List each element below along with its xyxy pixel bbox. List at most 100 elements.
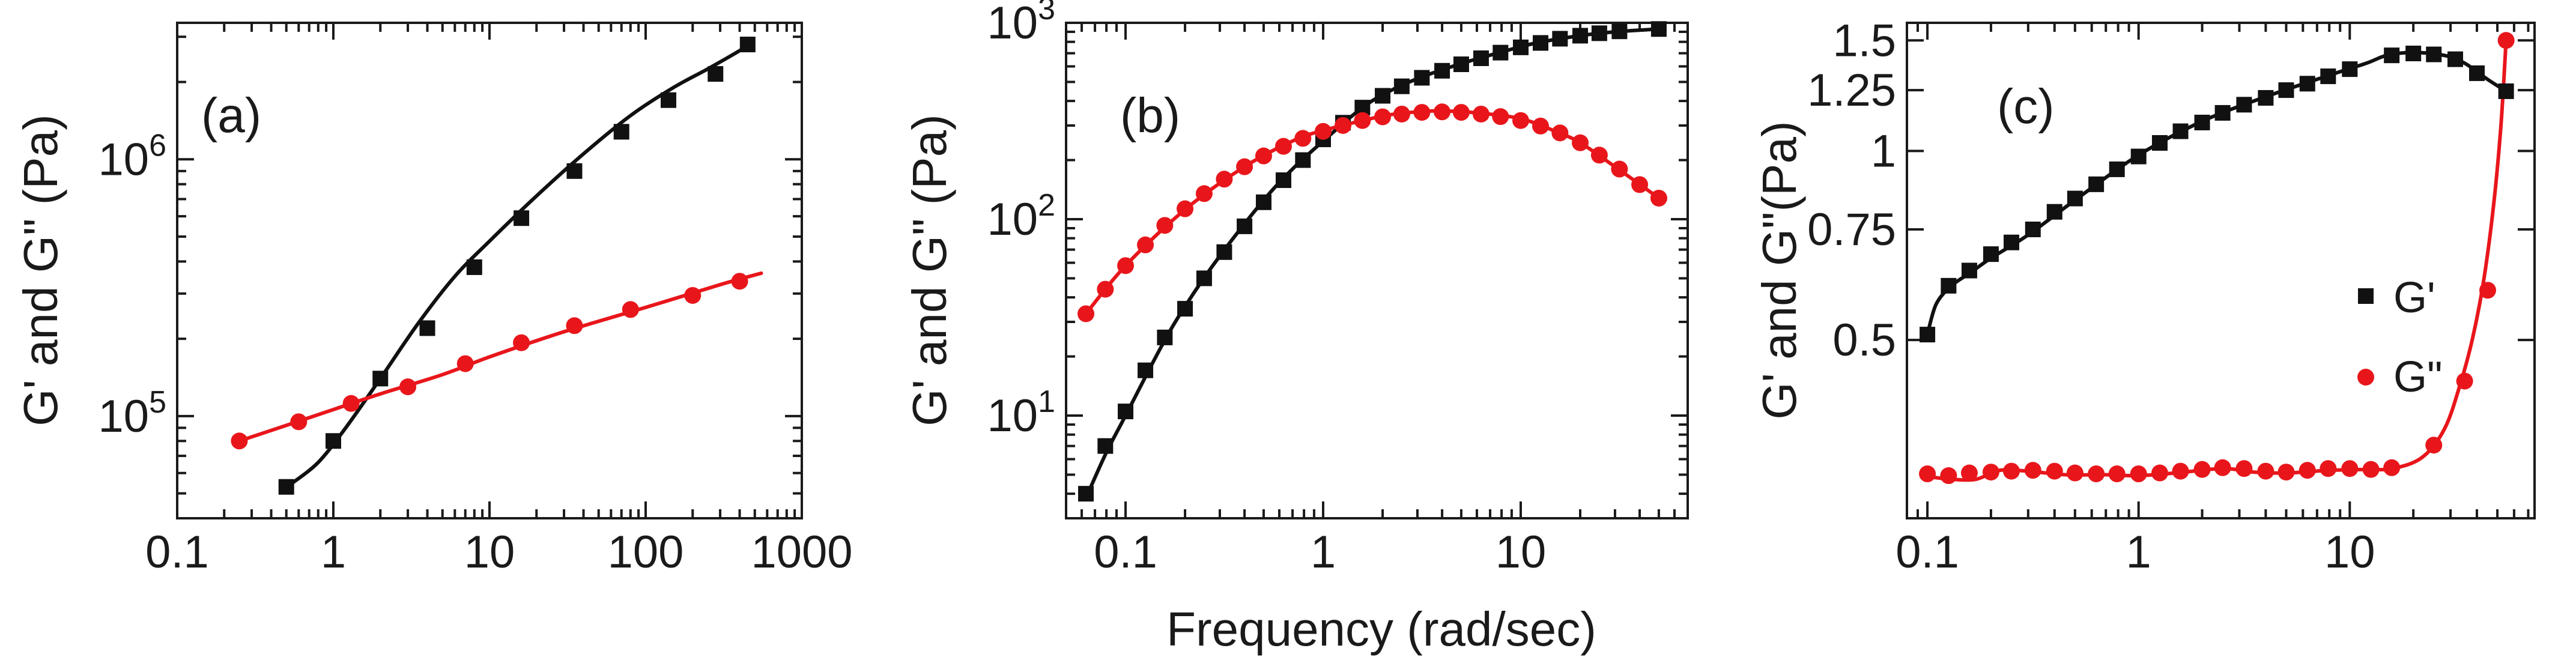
y-axis-label: G' and G" (Pa)	[14, 114, 67, 426]
g-prime-point	[1414, 70, 1430, 86]
g-prime-point	[1572, 28, 1589, 44]
legend-marker-g-double-prime	[2357, 369, 2374, 386]
x-tick-label: 10	[2324, 527, 2375, 578]
g-prime-point	[1393, 78, 1410, 94]
g-double-prime-point	[1512, 112, 1529, 129]
g-prime-point	[2426, 46, 2442, 62]
y-tick-label: 1	[1871, 126, 1896, 177]
g-prime-point	[1473, 50, 1489, 67]
g-prime-point	[2067, 190, 2083, 207]
g-prime-point	[1118, 404, 1134, 420]
panel-label: (c)	[1997, 79, 2055, 134]
x-axis-label: Frequency (rad/sec)	[1166, 602, 1596, 656]
g-double-prime-point	[399, 378, 417, 396]
panel-b: (b) G' and G" (Pa) Frequency (rad/sec) 0…	[903, 0, 1689, 656]
g-double-prime-point	[2172, 462, 2189, 480]
g-double-prime-point	[2362, 461, 2380, 478]
g-double-prime-point	[1274, 138, 1292, 155]
g-prime-point	[2236, 97, 2252, 113]
g-double-prime-point	[731, 273, 748, 290]
x-tick-label: 0.1	[145, 527, 209, 578]
g-prime-point	[1275, 172, 1291, 189]
g-prime-point	[1255, 194, 1271, 210]
g-prime-point	[2405, 46, 2422, 62]
g-double-prime-point	[2497, 32, 2515, 49]
legend-marker-g-prime	[2358, 288, 2374, 304]
g-double-prime-point	[2235, 460, 2253, 477]
panel-label: (b)	[1120, 88, 1180, 143]
g-prime-point	[1196, 270, 1212, 286]
g-double-prime-point	[2193, 461, 2211, 478]
g-double-prime-point	[2151, 464, 2168, 482]
g-double-prime-point	[1255, 147, 1272, 165]
g-prime-point	[1295, 152, 1311, 168]
x-tick-label: 1	[1311, 527, 1336, 578]
g-prime-fit-line	[291, 43, 750, 485]
g-double-prime-point	[1335, 117, 1352, 134]
g-prime-point	[1177, 301, 1193, 317]
panel-label: (a)	[201, 88, 261, 143]
legend-label-g-prime: G'	[2393, 274, 2435, 322]
x-tick-label: 1	[321, 527, 346, 578]
x-tick-label: 0.1	[1094, 527, 1157, 578]
g-prime-point	[1650, 21, 1667, 37]
g-prime-point	[1941, 277, 1957, 294]
g-prime-point	[1138, 362, 1154, 378]
g-prime-point	[1216, 244, 1232, 260]
g-prime-point	[1078, 486, 1094, 502]
g-prime-point	[326, 433, 341, 449]
g-double-prime-point	[2002, 462, 2020, 480]
g-double-prime-point	[2024, 462, 2041, 479]
legend-label-g-double-prime: G"	[2393, 353, 2443, 401]
g-double-prime-point	[1195, 185, 1213, 202]
g-double-prime-point	[1097, 280, 1114, 298]
g-double-prime-point	[1117, 257, 1135, 274]
g-prime-point	[2194, 115, 2210, 131]
y-tick-label: 101	[987, 384, 1055, 441]
g-prime-point	[739, 37, 756, 53]
g-double-prime-point	[2383, 459, 2401, 476]
g-double-prime-point	[1650, 189, 1667, 207]
x-tick-label: 1	[2126, 527, 2151, 578]
g-double-prime-point	[1492, 108, 1509, 126]
g-double-prime-point	[1393, 105, 1410, 123]
g-prime-point	[1512, 39, 1529, 55]
g-double-prime-point	[2108, 465, 2126, 483]
g-prime-point	[2469, 65, 2485, 81]
g-double-prime-fit-line	[237, 271, 763, 443]
g-prime-point	[2130, 148, 2147, 165]
g-double-prime-point	[2066, 464, 2084, 482]
g-double-prime-point	[2425, 437, 2443, 454]
y-tick-label: 0.75	[1807, 204, 1896, 255]
y-tick-label: 106	[98, 128, 166, 185]
g-prime-point	[1552, 31, 1568, 47]
g-prime-point	[278, 479, 294, 495]
g-double-prime-point	[1137, 236, 1154, 253]
g-prime-point	[466, 259, 482, 275]
plot-frame	[1065, 22, 1689, 519]
g-prime-point	[1533, 35, 1549, 51]
g-prime-point	[1493, 44, 1509, 61]
g-prime-point	[2088, 176, 2105, 192]
g-double-prime-point	[1611, 160, 1628, 178]
g-double-prime-point	[1413, 104, 1431, 121]
g-double-prime-point	[684, 286, 702, 304]
g-double-prime-point	[2257, 462, 2274, 480]
g-double-prime-point	[1156, 217, 1174, 234]
g-double-prime-point	[1236, 158, 1253, 175]
g-prime-point	[419, 320, 435, 336]
g-prime-point	[660, 92, 676, 108]
g-double-prime-point	[1177, 200, 1194, 217]
g-double-prime-point	[1294, 130, 1312, 147]
g-prime-point	[2109, 161, 2125, 177]
y-tick-label: 0.5	[1832, 315, 1896, 366]
g-double-prime-point	[1472, 105, 1490, 123]
y-tick-label: 105	[98, 385, 166, 442]
g-double-prime-point	[1374, 108, 1392, 126]
g-double-prime-point	[2277, 464, 2295, 481]
g-double-prime-point	[1532, 117, 1550, 135]
g-prime-point	[613, 124, 629, 140]
g-double-prime-point	[2046, 462, 2063, 480]
g-prime-point	[1961, 262, 1977, 279]
